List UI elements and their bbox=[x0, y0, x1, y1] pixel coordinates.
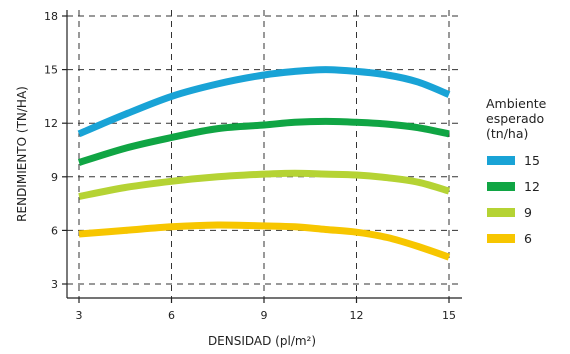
y-tick-label-12: 12 bbox=[44, 117, 58, 130]
legend-title-line-1: Ambiente bbox=[486, 96, 547, 111]
x-tick-label-3: 3 bbox=[76, 309, 83, 322]
y-axis-label: RENDIMIENTO (TN/HA) bbox=[15, 86, 29, 222]
series-lines bbox=[77, 66, 451, 261]
series-line-12 bbox=[77, 117, 450, 166]
legend-title-line-3: (tn/ha) bbox=[486, 126, 528, 141]
legend-label-6: 6 bbox=[524, 231, 532, 246]
series-line-6 bbox=[78, 221, 451, 261]
y-tick-label-9: 9 bbox=[51, 171, 58, 184]
y-tick-label-15: 15 bbox=[44, 64, 58, 77]
legend-label-12: 12 bbox=[524, 179, 540, 194]
x-tick-label-15: 15 bbox=[442, 309, 456, 322]
legend-swatch-12 bbox=[487, 182, 515, 191]
x-tick-labels: 3 6 9 12 15 bbox=[76, 298, 456, 322]
y-tick-label-3: 3 bbox=[51, 278, 58, 291]
legend-label-9: 9 bbox=[524, 205, 532, 220]
series-line-9 bbox=[78, 169, 451, 200]
y-tick-label-6: 6 bbox=[51, 224, 58, 237]
legend-swatch-6 bbox=[487, 234, 515, 243]
x-tick-label-12: 12 bbox=[350, 309, 364, 322]
legend: Ambiente esperado (tn/ha) 15 12 9 6 bbox=[486, 96, 547, 246]
legend-items: 15 12 9 6 bbox=[487, 153, 540, 246]
x-axis-label: DENSIDAD (pl/m²) bbox=[208, 334, 316, 348]
series-line-15 bbox=[77, 66, 451, 138]
legend-title-line-2: esperado bbox=[486, 111, 544, 126]
grid-lines bbox=[67, 10, 462, 298]
x-tick-label-9: 9 bbox=[261, 309, 268, 322]
legend-swatch-15 bbox=[487, 156, 515, 165]
legend-label-15: 15 bbox=[524, 153, 540, 168]
x-tick-label-6: 6 bbox=[168, 309, 175, 322]
y-tick-label-18: 18 bbox=[44, 10, 58, 23]
legend-swatch-9 bbox=[487, 208, 515, 217]
y-tick-labels: 3 6 9 12 15 18 bbox=[44, 10, 67, 291]
